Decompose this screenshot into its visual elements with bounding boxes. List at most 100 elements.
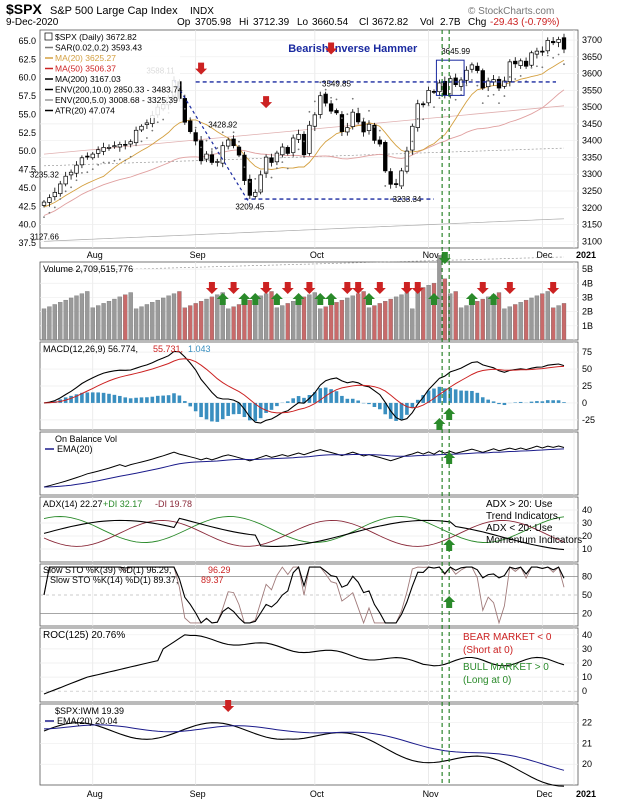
candle-body	[296, 133, 301, 140]
arrow-shape	[292, 293, 305, 305]
candle-body	[85, 155, 90, 158]
volume-bar	[128, 292, 133, 341]
sell-arrow	[373, 282, 386, 294]
y-tick-label: 5B	[582, 264, 593, 274]
volume-bar	[123, 294, 128, 341]
candle-body	[74, 164, 79, 174]
macd-histogram-bar	[345, 398, 350, 403]
y-tick-label: 21	[582, 738, 592, 748]
candle-body	[269, 157, 274, 163]
sar-dot	[406, 165, 408, 168]
sar-dot	[465, 84, 468, 87]
price-annotation: 3235.32	[30, 171, 59, 180]
sell-arrow	[547, 282, 560, 294]
volume-bar	[480, 298, 485, 341]
macd-histogram-bar	[432, 388, 436, 403]
sar-dot	[292, 152, 295, 154]
sell-arrow	[503, 282, 516, 294]
candle-body	[415, 103, 420, 128]
arrow-shape	[503, 282, 516, 294]
price-annotation: 3209.45	[235, 202, 264, 211]
volume-bar	[231, 306, 236, 341]
arrow-shape	[443, 539, 456, 551]
candle-body	[263, 156, 269, 174]
buy-arrow	[443, 452, 456, 464]
macd-histogram-bar	[394, 402, 398, 421]
sar-dot	[416, 117, 419, 120]
candle-body	[556, 39, 561, 43]
sar-dot	[438, 97, 441, 99]
volume-bar	[323, 306, 328, 341]
y-tick-label: 3250	[582, 186, 602, 196]
candle-body	[318, 95, 323, 115]
macd-histogram-bar	[421, 395, 425, 403]
sar-dot	[422, 118, 425, 121]
volume-bar	[101, 303, 106, 341]
arrow-shape	[547, 282, 560, 294]
volume-bar	[177, 291, 182, 341]
candle-body	[464, 69, 469, 81]
arrow-shape	[303, 282, 316, 294]
obv-legend: EMA(20)	[57, 444, 93, 454]
volume-label: Vol	[420, 17, 434, 28]
sell-arrow	[341, 282, 354, 294]
candle-body	[523, 60, 529, 67]
arrow-shape	[227, 282, 240, 294]
candle-body	[247, 178, 252, 196]
volume-bar	[79, 293, 85, 341]
candle-body	[350, 111, 355, 127]
sto-legend: Slow STO %K(39) %D(1) 96.29,	[43, 565, 171, 575]
macd-histogram-bar	[74, 394, 79, 403]
sar-dot	[563, 63, 565, 66]
candle-body	[188, 120, 193, 132]
legend-swatch	[44, 32, 53, 41]
macd-histogram-bar	[540, 401, 545, 403]
volume-bar	[85, 291, 90, 341]
candle-body	[112, 145, 117, 148]
sar-dot	[205, 139, 208, 142]
macd-histogram-bar	[123, 397, 128, 403]
y-tick-label: 55.0	[18, 109, 36, 119]
x-tick-label: Nov	[423, 789, 440, 799]
adx-note: ADX > 20: Use	[486, 499, 553, 510]
volume-bar	[318, 308, 323, 341]
sell-arrow	[222, 700, 235, 712]
macd-histogram-bar	[253, 402, 258, 422]
y-tick-label: 60.0	[18, 73, 36, 83]
volume-bar	[52, 304, 57, 341]
volume-bar	[458, 307, 464, 341]
sar-dot	[151, 129, 154, 132]
sar-dot	[232, 131, 235, 134]
volume-bar	[106, 301, 112, 341]
legend-entry: ATR(20) 47.074	[55, 106, 115, 116]
sar-dot	[324, 88, 327, 91]
volume-value: 2.7B	[440, 17, 461, 28]
candle-body	[431, 91, 437, 93]
macd-histogram-bar	[145, 397, 149, 403]
candle-body	[90, 153, 95, 159]
y-tick-label: 3350	[582, 152, 602, 162]
arrow-shape	[341, 282, 354, 294]
legend-entry: MA(50) 3506.37	[55, 64, 116, 74]
y-tick-label: 3700	[582, 35, 602, 45]
candle-body	[372, 124, 377, 141]
volume-bar	[486, 296, 491, 341]
macd-histogram-bar	[372, 402, 377, 407]
y-tick-label: 10	[582, 544, 592, 554]
volume-bar	[280, 305, 285, 341]
x-tick-label: Aug	[87, 250, 103, 260]
close-label: Cl	[359, 17, 368, 28]
sar-dot	[498, 102, 500, 105]
macd-histogram-bar	[453, 389, 458, 403]
volume-bar	[415, 289, 420, 341]
macd-histogram-bar	[183, 401, 187, 403]
volume-bar	[534, 295, 540, 341]
candle-body	[79, 157, 85, 166]
macd-histogram-bar	[134, 397, 138, 403]
sell-arrow	[227, 282, 240, 294]
sar-dot	[351, 97, 354, 100]
macd-histogram-bar	[172, 393, 176, 403]
y-tick-label: 37.5	[18, 238, 36, 248]
y-tick-label: 3600	[582, 69, 602, 79]
sar-dot	[508, 76, 511, 78]
